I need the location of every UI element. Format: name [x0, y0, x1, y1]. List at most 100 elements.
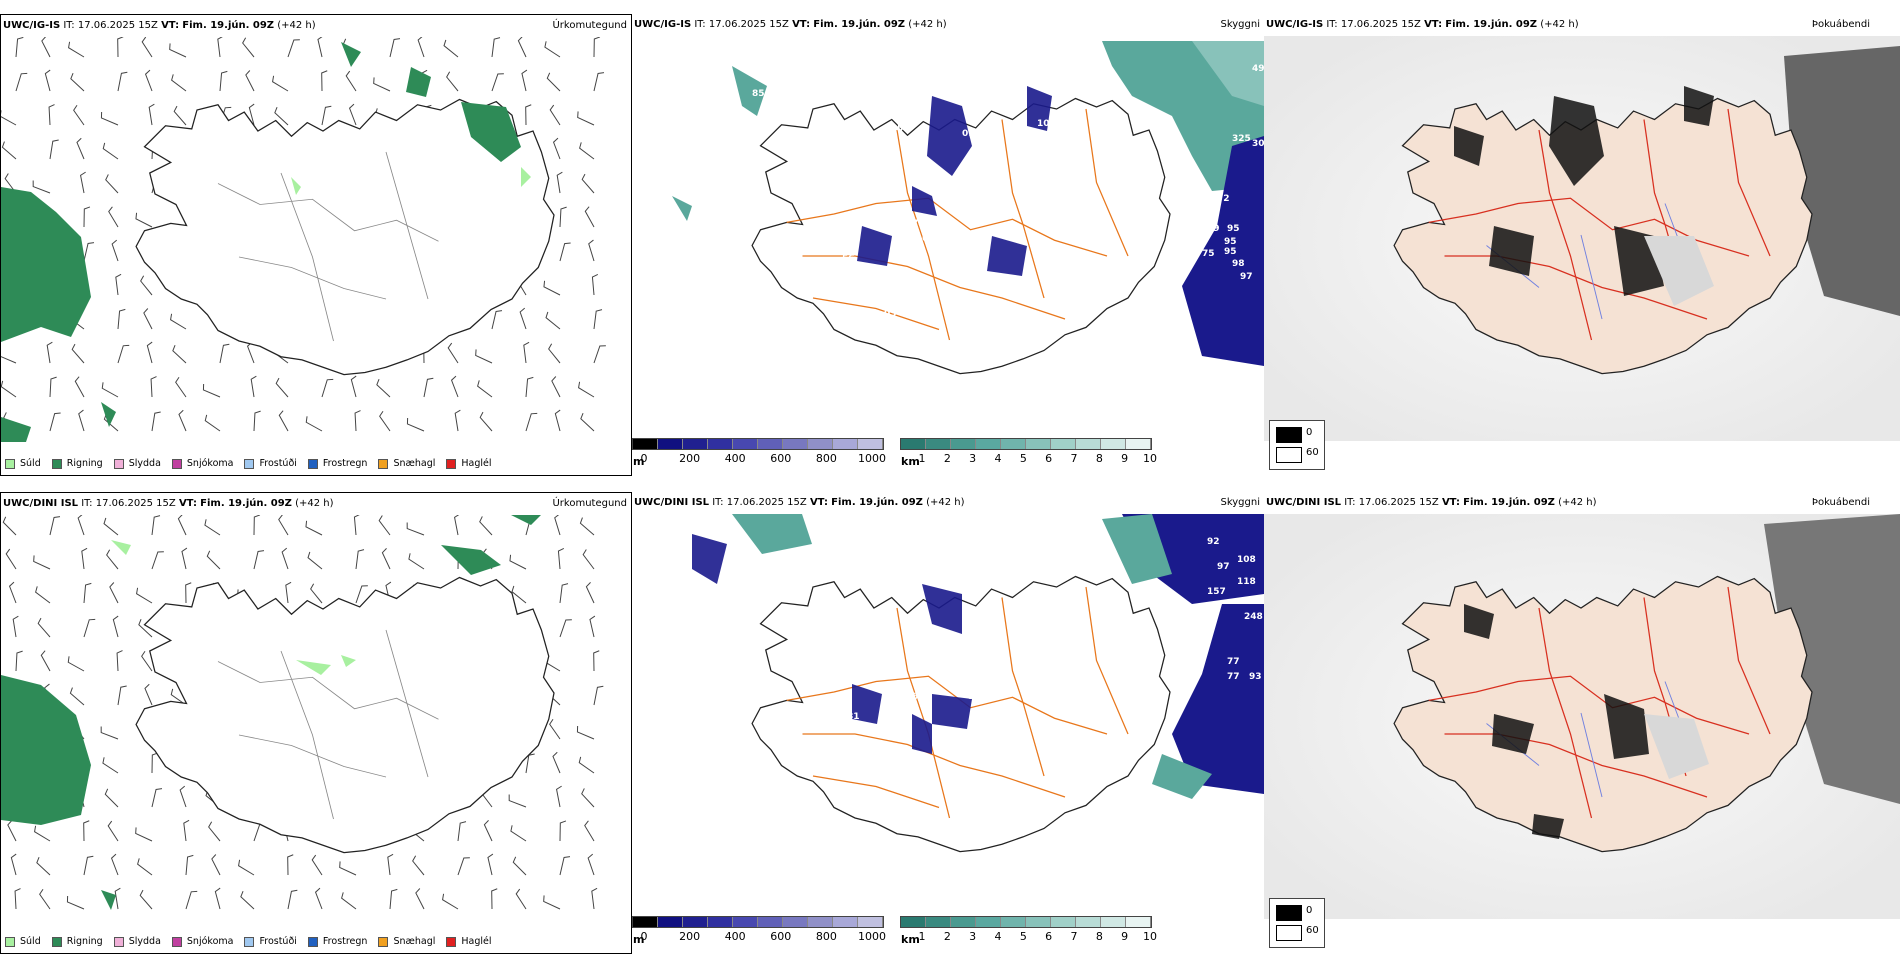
wind-barb [275, 377, 289, 398]
wind-barb [4, 173, 17, 194]
wind-barb [117, 71, 128, 92]
wind-barb [588, 239, 595, 262]
wind-barb [415, 888, 425, 910]
wind-barb [593, 650, 600, 672]
colorbar-cell [926, 917, 951, 927]
wind-barb [211, 854, 221, 876]
colorbar-tick: 0 [640, 452, 648, 465]
visibility-ticks: 1 2 3 4 5 6 7 8 9 10 [919, 452, 1158, 466]
colorbar-cell [951, 917, 976, 927]
colorbar-tick: 6 [1045, 930, 1053, 943]
precip-legend-item: Haglél [446, 458, 492, 469]
rain-area-west [1, 187, 91, 342]
wind-barb [353, 515, 360, 536]
wind-barb [272, 75, 289, 92]
wind-barb [378, 515, 391, 536]
wind-barb [477, 380, 493, 398]
panel-title: Þokuábendi [1811, 19, 1870, 30]
wind-barb [183, 819, 190, 842]
wind-barb [106, 549, 119, 570]
wind-barb [83, 820, 90, 842]
wind-barb [39, 888, 51, 910]
wind-barb [170, 313, 187, 330]
visibility-value-label: 93 [907, 309, 920, 319]
colorbar-cell [808, 439, 833, 449]
wind-barb [102, 757, 119, 774]
cloud-base-colorbar: m 0 200 400 600 800 1000 [632, 916, 886, 946]
precip-legend-item: Súld [5, 458, 41, 469]
precip-panel-igis: UWC/IG-IS IT: 17.06.2025 15Z VT: Fim. 19… [0, 14, 632, 476]
precip-legend-item: Frostúði [244, 458, 297, 469]
wind-barb [146, 341, 153, 364]
visibility-value-label: 84 [1047, 672, 1060, 682]
wind-barb [487, 853, 494, 876]
wind-barb [141, 37, 153, 58]
wind-barb [355, 585, 368, 604]
visibility-value-label: 69 [967, 692, 980, 702]
wind-barb [457, 821, 467, 842]
wind-barb [245, 70, 255, 92]
wind-barb [15, 37, 24, 58]
wind-barb [479, 516, 493, 536]
legend-label: Frostregn [322, 936, 368, 947]
precip-map [1, 37, 606, 442]
wind-barb [379, 410, 391, 432]
panel-header: UWC/DINI ISL IT: 17.06.2025 15Z VT: Fim.… [3, 498, 334, 509]
precip-panel-dini: UWC/DINI ISL IT: 17.06.2025 15Z VT: Fim.… [0, 492, 632, 954]
precip-legend-item: Frostregn [307, 936, 368, 947]
wind-barb [32, 180, 51, 194]
wind-barb [66, 895, 85, 910]
panel-header: UWC/IG-IS IT: 17.06.2025 15Z VT: Fim. 19… [1266, 19, 1579, 30]
legend-swatch [113, 458, 124, 469]
wind-barb [578, 756, 595, 774]
wind-barb [593, 309, 603, 330]
panel-header: UWC/IG-IS IT: 17.06.2025 15Z VT: Fim. 19… [3, 20, 316, 31]
wind-barb [12, 615, 19, 638]
wind-barb [104, 788, 119, 808]
wind-barb [584, 206, 595, 228]
visibility-value-label: 72 [1217, 194, 1230, 204]
wind-barb [1, 141, 17, 160]
wind-barb [135, 827, 153, 842]
wind-barb [81, 547, 88, 570]
visibility-value-label: 89 [982, 279, 995, 289]
legend-swatch [244, 936, 255, 947]
colorbar-cell [901, 439, 926, 449]
wind-barb [447, 342, 459, 364]
legend-swatch [171, 936, 182, 947]
wind-barb [517, 37, 527, 58]
wind-barb [117, 37, 124, 58]
colorbar-tick: 400 [724, 930, 746, 943]
wind-barb [1, 110, 17, 126]
colorbar-tick: 1 [918, 930, 926, 943]
wind-barb [576, 725, 595, 740]
legend-swatch [5, 936, 15, 947]
wind-barb [551, 376, 561, 398]
wind-barb [185, 854, 194, 876]
wind-barb [554, 515, 561, 536]
wind-barb [219, 343, 230, 364]
colorbar-cell [858, 917, 883, 927]
wind-barb [206, 550, 221, 570]
visibility-value-label: 83 [1072, 119, 1085, 129]
wind-barb [248, 103, 255, 126]
visibility-values: 92 97 108 118 157 248 77 77 93 70 61 60 69 69 59 81 86 84… [697, 537, 1263, 787]
legend-swatch [51, 936, 62, 947]
wind-barb [144, 683, 153, 706]
wind-barb [446, 71, 459, 92]
wind-barb [556, 171, 563, 194]
wind-barb [181, 547, 188, 570]
legend-swatch [378, 458, 389, 469]
wind-barb [287, 39, 300, 58]
wind-barb [278, 410, 289, 432]
wind-barb [443, 39, 459, 58]
wind-barb [354, 410, 361, 432]
legend-label: Slydda [128, 936, 161, 947]
wind-barb [35, 586, 51, 604]
cloud-base-ticks: 0 200 400 600 800 1000 [640, 452, 887, 466]
wind-barb [491, 37, 501, 58]
wind-barb [511, 585, 527, 604]
wind-barb [73, 104, 85, 126]
wind-barb [373, 77, 391, 92]
wind-barb [83, 618, 96, 638]
